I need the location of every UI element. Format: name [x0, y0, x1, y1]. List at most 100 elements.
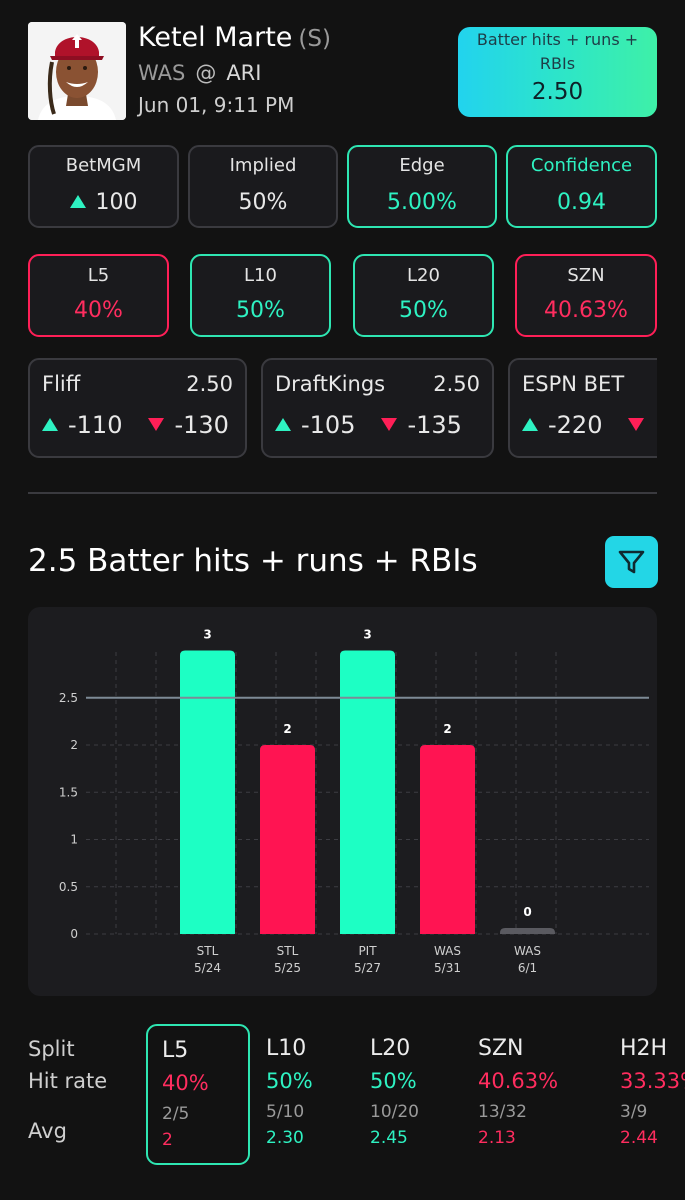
tile-value: 50%: [399, 298, 448, 323]
arrow-up-icon: [275, 417, 291, 431]
tile-edge[interactable]: Edge 5.00%: [347, 145, 497, 228]
avg-row-label: Avg: [28, 1119, 67, 1143]
x-tick-date: 5/31: [434, 961, 461, 975]
x-tick-opponent: PIT: [358, 944, 377, 958]
split-column-l20[interactable]: L20 50% 10/20 2.45: [356, 1024, 460, 1165]
split-hit-rate: 33.33%: [620, 1069, 685, 1093]
split-name: H2H: [620, 1036, 668, 1061]
player-name: Ketel Marte (S): [138, 22, 331, 53]
split-hit-rate: 50%: [370, 1069, 417, 1093]
bar-value-label: 3: [203, 628, 211, 642]
split-avg: 2.30: [266, 1128, 304, 1148]
split-hit-rate: 40.63%: [478, 1069, 559, 1093]
arrow-up-icon: [522, 417, 538, 431]
x-tick-date: 5/25: [274, 961, 301, 975]
player-avatar: [28, 22, 126, 120]
book-card-fliff[interactable]: Fliff 2.50 -110 -130: [28, 358, 247, 458]
book-card-draftkings[interactable]: DraftKings 2.50 -105 -135: [261, 358, 494, 458]
tile-value: 0.94: [557, 190, 606, 215]
prop-line: 2.50: [531, 79, 584, 105]
split-avg: 2.13: [478, 1128, 516, 1148]
split-column-h2h[interactable]: H2H 33.33% 3/9 2.44: [606, 1024, 685, 1165]
y-tick-label: 0.5: [59, 880, 78, 894]
tile-l5[interactable]: L5 40%: [28, 254, 169, 337]
tile-label: L10: [244, 265, 277, 286]
arrow-down-icon: [148, 417, 165, 431]
book-name: ESPN BET: [522, 372, 625, 396]
split-name: SZN: [478, 1036, 524, 1061]
y-tick-label: 2.5: [59, 691, 78, 705]
bar: [500, 928, 555, 934]
y-tick-label: 1: [70, 833, 78, 847]
away-team: WAS: [138, 61, 186, 85]
prop-badge[interactable]: Batter hits + runs + RBIs 2.50: [458, 27, 657, 117]
player-headshot-icon: [28, 22, 126, 120]
over-odds: -220: [548, 411, 603, 439]
tile-confidence[interactable]: Confidence 0.94: [506, 145, 657, 228]
bar-value-label: 2: [283, 722, 291, 736]
matchup: WAS @ ARI: [138, 61, 261, 85]
tile-label: L20: [407, 265, 440, 286]
over-odds: -110: [68, 411, 123, 439]
batting-hand: (S): [298, 26, 331, 52]
bar: [180, 650, 235, 934]
tile-l10[interactable]: L10 50%: [190, 254, 331, 337]
split-avg: 2.44: [620, 1128, 658, 1148]
x-tick-opponent: WAS: [434, 944, 461, 958]
split-avg: 2.45: [370, 1128, 408, 1148]
bar-value-label: 2: [443, 722, 451, 736]
under-odds: -135: [407, 411, 462, 439]
arrow-down-icon: [628, 417, 645, 431]
tile-value: 50%: [238, 190, 288, 215]
split-hit-rate: 50%: [266, 1069, 313, 1093]
tile-value: 5.00%: [387, 190, 457, 215]
tile-value: 100: [30, 190, 177, 215]
filter-button[interactable]: [605, 536, 658, 588]
split-column-l10[interactable]: L10 50% 5/10 2.30: [252, 1024, 356, 1165]
section-title: 2.5 Batter hits + runs + RBIs: [28, 543, 478, 579]
splits-scroller[interactable]: L5 40% 2/5 2 L10 50% 5/10 2.30 L20 50% 1…: [146, 1018, 685, 1178]
tile-implied[interactable]: Implied 50%: [188, 145, 338, 228]
y-tick-label: 2: [70, 738, 78, 752]
x-tick-date: 5/24: [194, 961, 221, 975]
filter-icon: [618, 550, 645, 574]
tile-label: BetMGM: [65, 155, 142, 176]
split-column-szn[interactable]: SZN 40.63% 13/32 2.13: [464, 1024, 594, 1165]
split-row-label: Split: [28, 1037, 75, 1061]
under-odds: -130: [174, 411, 229, 439]
split-column-l5[interactable]: L5 40% 2/5 2: [146, 1024, 250, 1165]
home-team: ARI: [226, 61, 262, 85]
y-tick-label: 0: [70, 927, 78, 941]
book-card-espnbet-clip: ESPN BET -220: [508, 358, 657, 458]
book-name: Fliff: [42, 372, 81, 396]
split-hit-rate: 40%: [162, 1071, 209, 1095]
book-line: 2.50: [433, 372, 480, 396]
book-card-espnbet[interactable]: ESPN BET -220: [508, 358, 657, 458]
tile-label: Confidence: [530, 155, 633, 176]
book-odds: -110 -130: [42, 411, 229, 439]
y-tick-label: 1.5: [59, 785, 78, 799]
split-name: L10: [266, 1036, 307, 1061]
x-tick-opponent: STL: [277, 944, 299, 958]
arrow-up-icon: [69, 194, 86, 208]
x-tick-opponent: WAS: [514, 944, 541, 958]
tile-betmgm[interactable]: BetMGM 100: [28, 145, 179, 228]
game-datetime: Jun 01, 9:11 PM: [138, 93, 295, 117]
tile-value: 40%: [74, 298, 123, 323]
book-name: DraftKings: [275, 372, 386, 396]
bar: [260, 745, 315, 934]
bar-value-label: 3: [363, 628, 371, 642]
bar-value-label: 0: [523, 905, 531, 919]
tile-label: SZN: [567, 265, 605, 286]
tile-label: Implied: [229, 155, 297, 176]
book-line: 2.50: [186, 372, 233, 396]
split-fraction: 10/20: [370, 1102, 419, 1122]
tile-label: Edge: [399, 155, 445, 176]
tile-l20[interactable]: L20 50%: [353, 254, 494, 337]
prop-label: Batter hits + runs + RBIs: [476, 30, 639, 73]
chart-card: 0 0.5 1 1.5 2 2.5 3 STL 5/24 2 STL 5/25 3 PIT 5/27 2 WAS…: [28, 607, 657, 996]
x-tick-opponent: STL: [197, 944, 219, 958]
hit-rate-row-label: Hit rate: [28, 1069, 108, 1093]
tile-szn[interactable]: SZN 40.63%: [515, 254, 657, 337]
arrow-up-icon: [42, 417, 58, 431]
